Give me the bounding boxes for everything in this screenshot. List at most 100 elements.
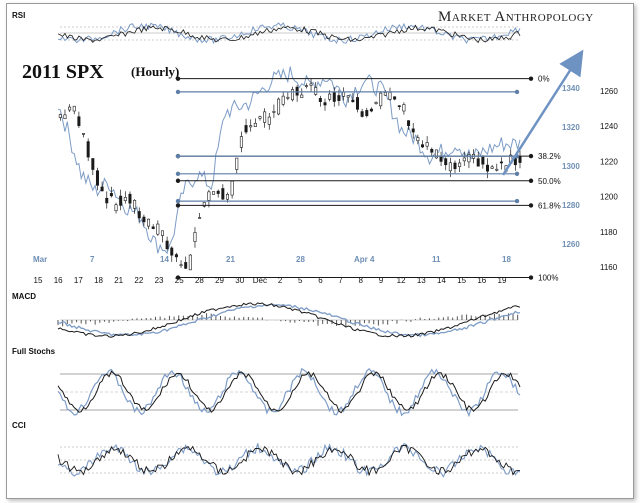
candle-body [290,89,294,101]
candle-body [323,102,327,106]
candle-body [286,96,290,99]
x-tick-bottom: 5 [298,276,303,285]
candle-body [444,158,448,166]
blue-level-dot-right [514,89,520,95]
y-tick-black: 1240 [600,122,618,131]
candle-body [239,136,243,148]
candle-body [481,155,485,165]
candle-body [147,218,151,227]
candle-body [462,157,466,162]
candle-body [207,191,211,201]
candle-body [263,111,267,123]
y-tick-black: 1260 [600,87,618,96]
fib-dot-left [175,178,181,183]
candle-body [328,93,332,100]
y-tick-blue: 1320 [562,123,580,132]
candle-body [133,200,137,209]
candle-body [230,180,234,196]
y-tick-blue: 1280 [562,201,580,210]
macd-panel [57,302,521,338]
candle-body [114,204,118,212]
x-tick-bottom: 17 [74,276,83,285]
candle-body [420,144,424,148]
x-tick-top: Apr 4 [354,255,375,264]
candle-body [68,106,72,111]
blue-level-dot-left [175,154,181,159]
candle-body [77,116,81,126]
candle-body [151,226,155,229]
candle-body [235,157,239,170]
x-tick-bottom: 8 [359,276,364,285]
candle-body [360,111,364,117]
x-tick-bottom: 14 [437,276,446,285]
x-tick-bottom: 25 [175,276,184,285]
x-tick-bottom: 7 [338,276,343,285]
cci-blue-line [57,443,521,478]
candle-body [95,170,99,186]
y-tick-black: 1200 [600,193,618,202]
candle-body [518,156,522,163]
x-tick-bottom: 9 [379,276,384,285]
x-tick-bottom: 19 [498,276,507,285]
x-tick-top: 14 [160,255,169,264]
y-tick-blue: 1260 [562,240,580,249]
fib-dot-left [175,275,181,280]
candle-body [513,158,517,166]
stoch-panel [57,367,521,418]
candle-body [434,149,438,159]
candle-body [476,158,480,167]
candle-body [142,216,146,223]
candle-body [123,197,127,201]
fib-dot-right [528,203,534,208]
y-tick-blue: 1340 [562,84,580,93]
candle-body [388,92,392,100]
cci-black-line [57,444,520,477]
blue-level-dot-left [175,171,181,176]
fib-dot-right [528,76,534,81]
x-tick-top: 11 [432,255,441,264]
candle-body [304,85,308,87]
x-tick-bottom: 23 [155,276,164,285]
fib-dot-right [528,153,534,159]
x-tick-bottom: 6 [318,276,323,285]
candle-body [63,114,67,120]
x-tick-bottom: 16 [54,276,63,285]
candle-body [300,94,304,98]
fib-levels: 0% 38.2% 50.0% 61.8% 100% [175,49,584,283]
candle-body [109,193,113,197]
candle-body [351,99,355,103]
x-tick-top: 18 [502,255,511,264]
candle-body [258,116,262,119]
candle-body [72,105,76,112]
candle-body [212,191,216,195]
blue-level-dot-left [175,198,181,204]
macd-blue-line [57,303,521,338]
candle-body [407,120,411,126]
candle-body [58,114,62,118]
candle-body [184,262,188,269]
candle-body [355,97,359,110]
candle-body [309,83,313,86]
candle-body [337,95,341,101]
brand-title: Market Anthropology [438,9,594,25]
x-tick-top: 21 [226,255,235,264]
candle-body [295,86,299,96]
candle-body [198,217,202,219]
fib-dot-left [175,203,181,208]
candle-body [165,240,169,250]
stochs-label: Full Stochs [12,347,56,356]
candle-body [383,92,387,96]
candle-body [365,110,369,117]
fib-label: 0% [538,75,550,84]
candle-body [193,232,197,242]
candle-body [253,122,257,127]
candle-body [393,96,397,100]
x-tick-bottom: 13 [417,276,426,285]
x-tick-bottom: 21 [114,276,123,285]
candle-body [374,102,378,104]
candle-body [202,202,206,207]
candle-body [100,186,104,192]
y-tick-black: 1180 [600,228,618,237]
candle-body [105,197,109,204]
